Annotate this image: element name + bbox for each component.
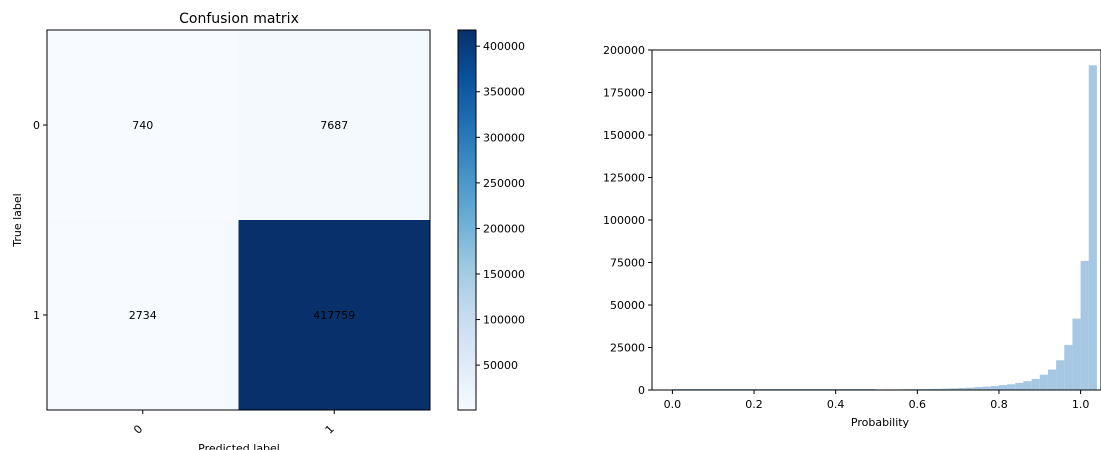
confusion-matrix-xlabel: Predicted label xyxy=(198,442,280,450)
matrix-cell-label-1-0: 2734 xyxy=(129,309,157,322)
histogram-bar xyxy=(974,387,983,390)
confusion-matrix-ylabel: True label xyxy=(11,193,24,247)
histogram-bar xyxy=(1039,374,1048,390)
matrix-cell-label-1-1: 417759 xyxy=(313,309,355,322)
matrix-cell-0-0 xyxy=(47,30,239,220)
histogram-y-tick-label: 125000 xyxy=(603,172,645,185)
histogram-y-tick-label: 200000 xyxy=(603,44,645,57)
matrix-cell-label-0-0: 740 xyxy=(132,119,153,132)
histogram-bar xyxy=(1007,384,1016,390)
histogram-x-tick-label: 1.0 xyxy=(1072,398,1090,411)
y-tick-label: 1 xyxy=(33,309,40,322)
histogram-bar xyxy=(998,385,1008,390)
matrix-cell-1-0 xyxy=(47,220,239,410)
histogram-y-tick-label: 0 xyxy=(638,384,645,397)
colorbar-tick-label: 150000 xyxy=(483,268,525,281)
histogram-y-tick-label: 50000 xyxy=(610,299,645,312)
histogram-bar xyxy=(982,386,991,390)
confusion-matrix-title: Confusion matrix xyxy=(179,11,299,27)
matrix-cell-0-1 xyxy=(238,30,430,220)
x-tick-label: 1 xyxy=(323,422,337,436)
histogram-y-tick-label: 150000 xyxy=(603,129,645,142)
colorbar-tick-label: 100000 xyxy=(483,314,525,327)
histogram-x-tick-label: 0.4 xyxy=(827,398,845,411)
confusion-matrix-frame xyxy=(46,29,431,411)
histogram-bar xyxy=(1072,318,1081,390)
histogram-bar xyxy=(1031,378,1040,390)
histogram-bar xyxy=(958,387,967,390)
histogram-x-tick-label: 0.0 xyxy=(664,398,682,411)
histogram-frame xyxy=(651,49,1101,391)
matrix-cell-1-1 xyxy=(238,220,430,410)
y-tick-label: 0 xyxy=(33,119,40,132)
histogram-bar xyxy=(1015,382,1024,390)
histogram-y-tick-label: 100000 xyxy=(603,214,645,227)
colorbar-tick-label: 350000 xyxy=(483,86,525,99)
histogram-bar xyxy=(966,387,975,390)
histogram-xlabel: Probability xyxy=(851,416,910,429)
histogram-bar xyxy=(1080,260,1089,390)
histogram-y-tick-label: 75000 xyxy=(610,257,645,270)
colorbar-tick-label: 250000 xyxy=(483,177,525,190)
colorbar-gradient xyxy=(457,29,477,411)
histogram-y-tick-label: 25000 xyxy=(610,342,645,355)
colorbar-tick-label: 400000 xyxy=(483,40,525,53)
colorbar-tick-label: 50000 xyxy=(483,359,518,372)
histogram-x-tick-label: 0.2 xyxy=(745,398,763,411)
histogram-bar xyxy=(925,388,934,390)
colorbar-tick-label: 300000 xyxy=(483,131,525,144)
histogram-bar xyxy=(990,385,999,390)
histogram-bar xyxy=(1056,360,1065,390)
colorbar: 50000 100000 150000 200000 250000 300000 35000… xyxy=(457,29,525,411)
histogram-bar xyxy=(949,388,959,390)
x-tick-label: 0 xyxy=(131,422,145,436)
probability-histogram: 0 25000 50000 75000 100000 125000 150000 175000… xyxy=(603,44,1101,429)
histogram-bar xyxy=(1064,344,1073,390)
matrix-cell-label-0-1: 7687 xyxy=(320,119,348,132)
histogram-y-tick-label: 175000 xyxy=(603,87,645,100)
histogram-bar xyxy=(941,388,950,390)
histogram-bar xyxy=(1023,381,1032,390)
histogram-bar xyxy=(933,388,942,390)
histogram-bar xyxy=(1047,369,1057,390)
histogram-x-tick-label: 0.8 xyxy=(990,398,1008,411)
histogram-bar xyxy=(1088,65,1097,391)
histogram-x-tick-label: 0.6 xyxy=(909,398,927,411)
colorbar-tick-label: 200000 xyxy=(483,222,525,235)
